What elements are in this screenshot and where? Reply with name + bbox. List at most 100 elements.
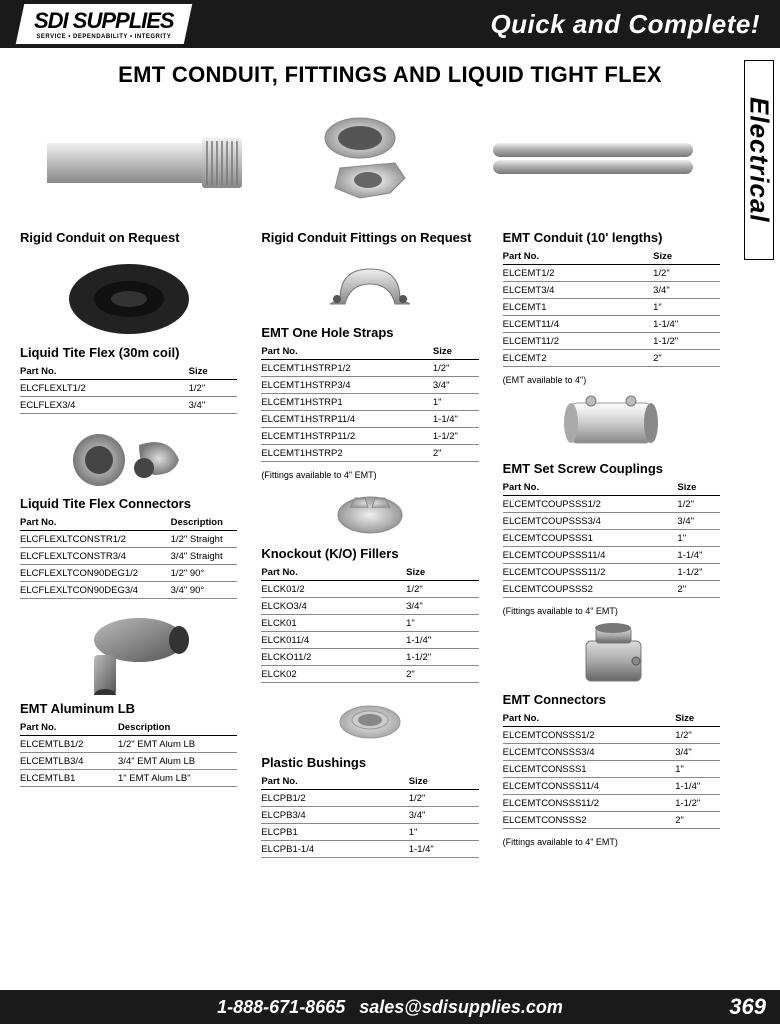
table-cell: ELCFLEXLT1/2	[20, 380, 189, 397]
th-partno: Part No.	[503, 711, 676, 727]
plastic-bushings-title: Plastic Bushings	[261, 755, 478, 770]
table-row: ELCEMT11"	[503, 299, 720, 316]
table-row: ELCEMT1HSTRP11"	[261, 394, 478, 411]
table-row: ELCEMTLB11" EMT Alum LB"	[20, 770, 237, 787]
fittings-icon	[300, 108, 440, 208]
table-cell: ELCEMTCOUPSSS3/4	[503, 513, 678, 530]
table-cell: 2"	[675, 812, 720, 829]
aluminum-lb-table: Part No.DescriptionELCEMTLB1/21/2" EMT A…	[20, 720, 237, 787]
table-row: ELCEMTCONSSS11/41-1/4"	[503, 778, 720, 795]
table-cell: 1/2"	[189, 380, 238, 397]
table-cell: 3/4"	[189, 397, 238, 414]
emt-conduit-table: Part No.SizeELCEMT1/21/2"ELCEMT3/43/4"EL…	[503, 249, 720, 367]
set-screw-coupling-icon	[503, 385, 720, 455]
table-row: ELCEMT1HSTRP11/41-1/4"	[261, 411, 478, 428]
flex-connectors-table: Part No.DescriptionELCFLEXLTCONSTR1/21/2…	[20, 515, 237, 599]
table-cell: ELCEMTCONSSS11/2	[503, 795, 676, 812]
table-cell: ELCPB1	[261, 824, 408, 841]
emt-conduit-icon	[493, 128, 693, 188]
table-row: ELCEMT1HSTRP1/21/2"	[261, 360, 478, 377]
one-hole-straps-title: EMT One Hole Straps	[261, 325, 478, 340]
aluminum-lb-title: EMT Aluminum LB	[20, 701, 237, 716]
table-cell: ELCEMTCONSSS11/4	[503, 778, 676, 795]
table-cell: 1"	[677, 530, 720, 547]
table-row: ELCEMTCOUPSSS11/41-1/4"	[503, 547, 720, 564]
side-tab-label: Electrical	[744, 97, 775, 223]
table-cell: ELCEMT3/4	[503, 282, 653, 299]
table-cell: ELCPB1-1/4	[261, 841, 408, 858]
table-row: ELCPB11"	[261, 824, 478, 841]
table-row: ELCEMT1HSTRP3/43/4"	[261, 377, 478, 394]
one-hole-strap-icon	[261, 249, 478, 319]
connectors-note: (Fittings available to 4" EMT)	[503, 835, 720, 847]
table-cell: ELCEMT1HSTRP1	[261, 394, 433, 411]
table-cell: ELCEMT1HSTRP1/2	[261, 360, 433, 377]
table-cell: ELCK011/4	[261, 632, 406, 649]
table-row: ELCEMTCONSSS22"	[503, 812, 720, 829]
table-cell: ELCEMTCOUPSSS1	[503, 530, 678, 547]
content: Rigid Conduit on Request Liquid Tite Fle…	[0, 98, 740, 864]
table-row: ELCFLEXLTCONSTR1/21/2" Straight	[20, 531, 237, 548]
table-cell: 1-1/4"	[677, 547, 720, 564]
table-row: ELCEMTCOUPSSS11"	[503, 530, 720, 547]
logo-main: SDI SUPPLIES	[34, 8, 174, 34]
table-row: ELCEMTCOUPSSS3/43/4"	[503, 513, 720, 530]
table-cell: ELCK01/2	[261, 581, 406, 598]
table-cell: ELCEMTCONSSS3/4	[503, 744, 676, 761]
table-cell: ELCEMTCONSSS2	[503, 812, 676, 829]
table-cell: ELCFLEXLTCONSTR1/2	[20, 531, 171, 548]
table-cell: 3/4" EMT Alum LB	[118, 753, 237, 770]
table-cell: ELCEMT11/4	[503, 316, 653, 333]
hero-images	[20, 98, 720, 218]
table-row: ELCKO11/21-1/2"	[261, 649, 478, 666]
knockout-fillers-title: Knockout (K/O) Fillers	[261, 546, 478, 561]
table-row: ECLFLEX3/43/4"	[20, 397, 237, 414]
table-cell: ELCEMTCONSSS1	[503, 761, 676, 778]
table-cell: ELCEMTLB3/4	[20, 753, 118, 770]
table-cell: ELCEMT1	[503, 299, 653, 316]
straps-note: (Fittings available to 4" EMT)	[261, 468, 478, 480]
emt-connectors-table: Part No.SizeELCEMTCONSSS1/21/2"ELCEMTCON…	[503, 711, 720, 829]
table-row: ELCK01/21/2"	[261, 581, 478, 598]
logo-sub: SERVICE • DEPENDABILITY • INTEGRITY	[34, 34, 174, 40]
footer-bar: 1-888-671-8665 sales@sdisupplies.com 369	[0, 990, 780, 1024]
table-cell: 1-1/2"	[406, 649, 479, 666]
aluminum-lb-icon	[20, 605, 237, 695]
table-cell: ELCEMTCONSSS1/2	[503, 727, 676, 744]
th-partno: Part No.	[20, 720, 118, 736]
table-cell: ECLFLEX3/4	[20, 397, 189, 414]
table-row: ELCEMTCONSSS3/43/4"	[503, 744, 720, 761]
table-cell: 1/2"	[677, 496, 720, 513]
table-cell: 1/2"	[433, 360, 479, 377]
table-cell: 1-1/4"	[653, 316, 720, 333]
table-cell: 3/4"	[653, 282, 720, 299]
table-cell: 3/4"	[409, 807, 479, 824]
th-size: Size	[677, 480, 720, 496]
table-row: ELCEMT11/41-1/4"	[503, 316, 720, 333]
header-bar: SDI SUPPLIES SERVICE • DEPENDABILITY • I…	[0, 0, 780, 48]
th-partno: Part No.	[261, 774, 408, 790]
table-cell: 2"	[653, 350, 720, 367]
footer-phone: 1-888-671-8665	[217, 997, 345, 1018]
logo: SDI SUPPLIES SERVICE • DEPENDABILITY • I…	[16, 4, 192, 44]
column-3: EMT Conduit (10' lengths) Part No.SizeEL…	[503, 226, 720, 864]
table-cell: 1-1/4"	[406, 632, 479, 649]
table-cell: 3/4"	[406, 598, 479, 615]
th-size: Size	[189, 364, 238, 380]
table-cell: ELCEMTCOUPSSS1/2	[503, 496, 678, 513]
table-row: ELCFLEXLTCON90DEG3/43/4" 90°	[20, 582, 237, 599]
table-cell: ELCEMT1/2	[503, 265, 653, 282]
table-cell: 3/4"	[677, 513, 720, 530]
table-cell: 1" EMT Alum LB"	[118, 770, 237, 787]
flex-coil-icon	[20, 249, 237, 339]
table-row: ELCEMTCOUPSSS11/21-1/2"	[503, 564, 720, 581]
table-cell: 1-1/4"	[675, 778, 720, 795]
table-cell: ELCEMT2	[503, 350, 653, 367]
table-cell: 1/2" 90°	[171, 565, 238, 582]
column-2: Rigid Conduit Fittings on Request EMT On…	[261, 226, 478, 864]
table-cell: ELCKO11/2	[261, 649, 406, 666]
table-cell: ELCFLEXLTCONSTR3/4	[20, 548, 171, 565]
table-row: ELCPB1-1/41-1/4"	[261, 841, 478, 858]
table-row: ELCK022"	[261, 666, 478, 683]
side-tab: Electrical	[744, 60, 774, 260]
